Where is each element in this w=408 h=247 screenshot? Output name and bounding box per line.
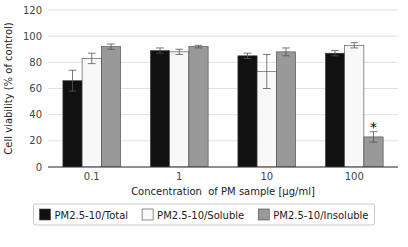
grid: [48, 10, 398, 167]
x-tick-label: 1: [176, 171, 182, 182]
x-axis-line: [48, 167, 398, 168]
error-bar: [263, 54, 271, 88]
error-bar: [195, 45, 203, 48]
legend: PM2.5-10/Total PM2.5-10/Soluble PM2.5-10/I…: [33, 204, 374, 225]
y-tick-label: 60: [29, 83, 42, 94]
bar: [82, 58, 101, 167]
legend-swatch: [39, 209, 50, 220]
legend-swatch: [258, 209, 269, 220]
bar: [189, 47, 208, 167]
y-tick-label: 40: [29, 109, 42, 120]
bar: [63, 81, 82, 167]
y-tick-label: 100: [23, 31, 42, 42]
grid-line: [48, 167, 398, 168]
legend-swatch: [142, 209, 153, 220]
y-axis-label: Cell viability (% of control): [3, 22, 14, 154]
error-bar: [88, 53, 96, 63]
grid-line: [48, 10, 398, 11]
bar: [276, 52, 295, 167]
annotation: *: [370, 119, 377, 135]
chart: 0 20 40 60 80 100 120 0.1 1 10 100 Concentration of…: [0, 0, 408, 247]
y-tick-label: 120: [23, 5, 42, 16]
bar: [150, 51, 169, 167]
error-bar: [107, 44, 115, 49]
bar: [345, 45, 364, 167]
legend-frame: [33, 204, 374, 225]
x-tick-label: 0.1: [84, 171, 100, 182]
error-bar: [156, 48, 164, 53]
legend-label: PM2.5-10/Soluble: [157, 210, 244, 221]
error-bar: [69, 70, 77, 91]
bar: [101, 47, 120, 167]
error-bar: [331, 51, 339, 56]
error-bar: [350, 43, 358, 48]
legend-label: PM2.5-10/Total: [54, 210, 128, 221]
x-axis-label: Concentration of PM sample [μg/ml]: [131, 186, 315, 197]
y-tick-label: 80: [29, 57, 42, 68]
bar: [238, 56, 257, 167]
error-bar: [244, 53, 252, 58]
x-tick-label: 10: [260, 171, 273, 182]
error-bar: [282, 48, 290, 56]
legend-item: PM2.5-10/Soluble: [142, 209, 244, 221]
legend-label: PM2.5-10/Insoluble: [273, 210, 368, 221]
bar: [170, 52, 189, 167]
grid-line: [48, 36, 398, 37]
bar: [325, 53, 344, 167]
legend-item: PM2.5-10/Total: [39, 209, 128, 221]
y-tick-label: 20: [29, 135, 42, 146]
x-tick-label: 100: [345, 171, 364, 182]
error-bar: [175, 49, 183, 54]
legend-item: PM2.5-10/Insoluble: [258, 209, 368, 221]
bars: [63, 43, 383, 167]
y-tick-label: 0: [36, 162, 42, 173]
